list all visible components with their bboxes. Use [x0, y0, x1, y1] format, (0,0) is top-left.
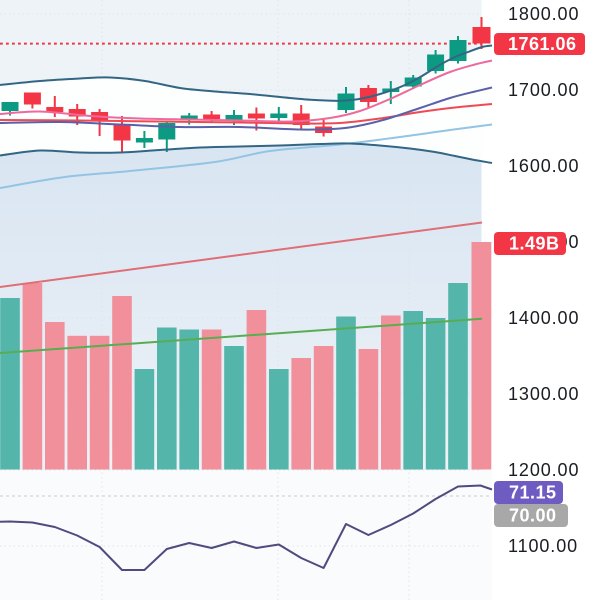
svg-text:70.00: 70.00: [509, 506, 557, 526]
svg-text:1.49B: 1.49B: [509, 234, 560, 254]
svg-text:1400.00: 1400.00: [508, 308, 579, 328]
svg-text:71.15: 71.15: [509, 483, 557, 503]
svg-text:1800.00: 1800.00: [508, 4, 579, 24]
svg-text:1100.00: 1100.00: [508, 536, 578, 556]
svg-text:1700.00: 1700.00: [508, 80, 579, 100]
svg-text:1200.00: 1200.00: [508, 460, 579, 480]
svg-text:1761.06: 1761.06: [508, 34, 577, 54]
svg-text:1300.00: 1300.00: [508, 384, 579, 404]
svg-text:1600.00: 1600.00: [508, 156, 579, 176]
